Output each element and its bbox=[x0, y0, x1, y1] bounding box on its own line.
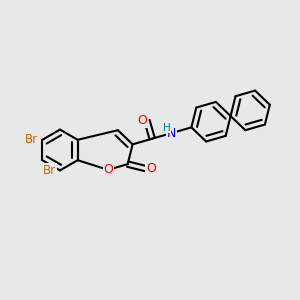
Text: O: O bbox=[103, 163, 113, 176]
Text: O: O bbox=[137, 114, 147, 127]
Text: N: N bbox=[167, 127, 176, 140]
Text: Br: Br bbox=[25, 133, 38, 146]
Text: Br: Br bbox=[43, 164, 56, 177]
Text: O: O bbox=[146, 162, 156, 175]
Text: H: H bbox=[163, 123, 170, 133]
